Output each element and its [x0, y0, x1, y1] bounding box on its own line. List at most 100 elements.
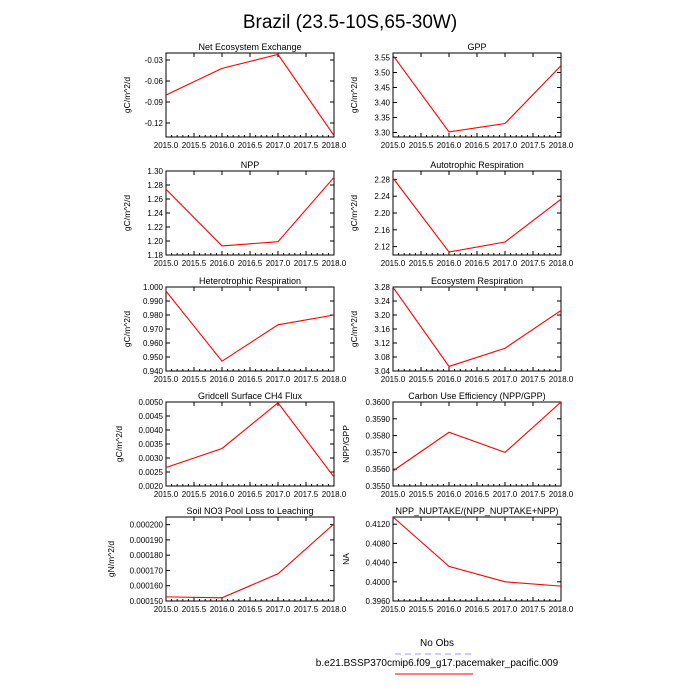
chart-3-y-tick-label: 1.24: [147, 209, 163, 218]
chart-7-x-tick-label: 2015.0: [154, 490, 179, 499]
chart-7-x-tick-label: 2017.0: [266, 490, 291, 499]
chart-4-x-tick-label: 2017.5: [521, 259, 546, 268]
chart-8-x-tick-label: 2017.0: [493, 490, 518, 499]
chart-2-plot-frame: [392, 52, 562, 138]
chart-4-y-tick-label: 2.20: [374, 209, 390, 218]
chart-4-y-tick-label: 2.16: [374, 226, 390, 235]
chart-1-series-line: [165, 53, 335, 136]
chart-6-y-tick-label: 3.20: [374, 311, 390, 320]
chart-6-x-tick-label: 2018.0: [549, 375, 574, 384]
chart-2-x-tick-label: 2018.0: [549, 141, 574, 150]
legend-label-no-obs: No Obs: [420, 638, 454, 649]
chart-8-y-tick-label: 0.3570: [366, 448, 391, 457]
chart-3-y-tick-label: 1.28: [147, 181, 163, 190]
chart-5-series-line: [165, 290, 335, 362]
chart-6-plot-frame: [392, 286, 562, 372]
chart-6-y-axis-label: gC/m^2/d: [349, 311, 359, 347]
chart-4-x-tick-label: 2016.5: [465, 259, 490, 268]
chart-3-series-line: [165, 176, 335, 247]
chart-10-x-tick-label: 2015.0: [381, 605, 406, 614]
chart-7-title: Gridcell Surface CH4 Flux: [198, 391, 303, 401]
chart-8-y-tick-label: 0.3580: [366, 432, 391, 441]
chart-4-y-tick-label: 2.12: [374, 243, 390, 252]
chart-6-x-tick-label: 2016.0: [437, 375, 462, 384]
chart-2-y-tick-label: 3.30: [374, 129, 390, 138]
chart-4-x-tick-label: 2015.0: [381, 259, 406, 268]
chart-6-ecosystem-respiration: Ecosystem Respiration 2015.0 2015.5 2016.0 2…: [349, 276, 574, 384]
chart-5-x-tick-label: 2016.0: [210, 375, 235, 384]
chart-5-x-tick-label: 2015.5: [182, 375, 207, 384]
chart-1-y-axis-label: gC/m^2/d: [122, 77, 132, 113]
chart-6-x-tick-label: 2015.0: [381, 375, 406, 384]
chart-3-x-tick-label: 2016.0: [210, 259, 235, 268]
chart-9-series-line: [165, 523, 335, 599]
chart-1-x-tick-label: 2017.0: [266, 141, 291, 150]
chart-8-title: Carbon Use Efficiency (NPP/GPP): [408, 391, 545, 401]
chart-2-series-line: [392, 55, 562, 133]
chart-2-x-tick-label: 2015.0: [381, 141, 406, 150]
chart-10-x-tick-label: 2016.5: [465, 605, 490, 614]
chart-3-x-tick-label: 2017.5: [294, 259, 319, 268]
chart-1-net-ecosystem-exchange: Net Ecosystem Exchange 2015.0 2015.5 2016.0…: [122, 42, 347, 150]
chart-4-series-line: [392, 177, 562, 253]
chart-3-x-tick-label: 2017.0: [266, 259, 291, 268]
chart-4-x-tick-label: 2018.0: [549, 259, 574, 268]
chart-9-x-tick-label: 2015.5: [182, 605, 207, 614]
chart-4-y-axis-label: gC/m^2/d: [349, 195, 359, 231]
chart-2-y-tick-label: 3.50: [374, 69, 390, 78]
chart-4-y-tick-label: 2.28: [374, 175, 390, 184]
chart-8-y-axis-label: NPP/GPP: [341, 425, 351, 463]
chart-10-npp-nuptake-npp-nuptake-npp: NPP_NUPTAKE/(NPP_NUPTAKE+NPP) 2015.0 2015.…: [341, 506, 574, 614]
chart-2-x-tick-label: 2017.0: [493, 141, 518, 150]
chart-1-x-tick-label: 2015.5: [182, 141, 207, 150]
chart-9-y-tick-label: 0.000150: [130, 597, 164, 606]
chart-6-title: Ecosystem Respiration: [431, 276, 523, 286]
chart-7-y-tick-label: 0.0020: [139, 482, 164, 491]
chart-2-title: GPP: [467, 42, 486, 52]
chart-2-y-tick-label: 3.35: [374, 114, 390, 123]
chart-1-x-tick-label: 2018.0: [322, 141, 347, 150]
chart-4-title: Autotrophic Respiration: [430, 160, 524, 170]
chart-3-y-axis-label: gC/m^2/d: [122, 195, 132, 231]
chart-1-y-tick-label: -0.06: [145, 77, 164, 86]
chart-7-x-tick-label: 2017.5: [294, 490, 319, 499]
chart-1-y-tick-label: -0.12: [145, 119, 164, 128]
chart-2-x-tick-label: 2015.5: [409, 141, 434, 150]
chart-10-title: NPP_NUPTAKE/(NPP_NUPTAKE+NPP): [396, 506, 559, 516]
chart-2-x-tick-label: 2016.5: [465, 141, 490, 150]
chart-6-y-tick-label: 3.08: [374, 353, 390, 362]
chart-5-x-tick-label: 2015.0: [154, 375, 179, 384]
chart-3-y-tick-label: 1.22: [147, 223, 163, 232]
chart-1-x-tick-label: 2017.5: [294, 141, 319, 150]
chart-8-x-tick-label: 2015.0: [381, 490, 406, 499]
chart-7-x-tick-label: 2016.5: [238, 490, 263, 499]
chart-6-y-tick-label: 3.04: [374, 367, 390, 376]
chart-8-carbon-use-efficiency-npp-gpp: Carbon Use Efficiency (NPP/GPP)2015.0 201…: [341, 391, 574, 499]
chart-6-y-tick-label: 3.16: [374, 325, 390, 334]
chart-2-y-tick-label: 3.55: [374, 54, 390, 63]
chart-6-series-line: [392, 287, 562, 368]
legend: No Obs b.e21.BSSP370cmip6.f09_g17.pacema…: [316, 638, 559, 675]
legend-label-model-run: b.e21.BSSP370cmip6.f09_g17.pacemaker_pac…: [316, 658, 559, 669]
chart-5-y-tick-label: 0.970: [143, 325, 164, 334]
chart-3-x-tick-label: 2016.5: [238, 259, 263, 268]
chart-10-series-line: [392, 516, 562, 587]
chart-2-x-tick-label: 2016.0: [437, 141, 462, 150]
chart-6-x-tick-label: 2015.5: [409, 375, 434, 384]
chart-6-y-tick-label: 3.28: [374, 283, 390, 292]
chart-9-x-tick-label: 2015.0: [154, 605, 179, 614]
chart-7-y-axis-label: gC/m^2/d: [114, 426, 124, 462]
chart-8-x-tick-label: 2018.0: [549, 490, 574, 499]
chart-2-gpp: GPP 2015.0 2015.5 2016.0 2016.5 2017.0 2017.5 2…: [349, 42, 574, 150]
chart-7-x-tick-label: 2018.0: [322, 490, 347, 499]
chart-1-x-tick-label: 2016.5: [238, 141, 263, 150]
figure-title: Brazil (23.5-10S,65-30W): [243, 12, 457, 33]
chart-9-soil-no3-pool-loss-to-leaching: Soil NO3 Pool Loss to Leaching 2015.0 2015…: [106, 506, 347, 614]
chart-7-y-tick-label: 0.0045: [139, 412, 164, 421]
chart-2-y-tick-label: 3.45: [374, 84, 390, 93]
chart-10-x-tick-label: 2017.5: [521, 605, 546, 614]
chart-3-y-tick-label: 1.26: [147, 195, 163, 204]
chart-8-x-tick-label: 2015.5: [409, 490, 434, 499]
